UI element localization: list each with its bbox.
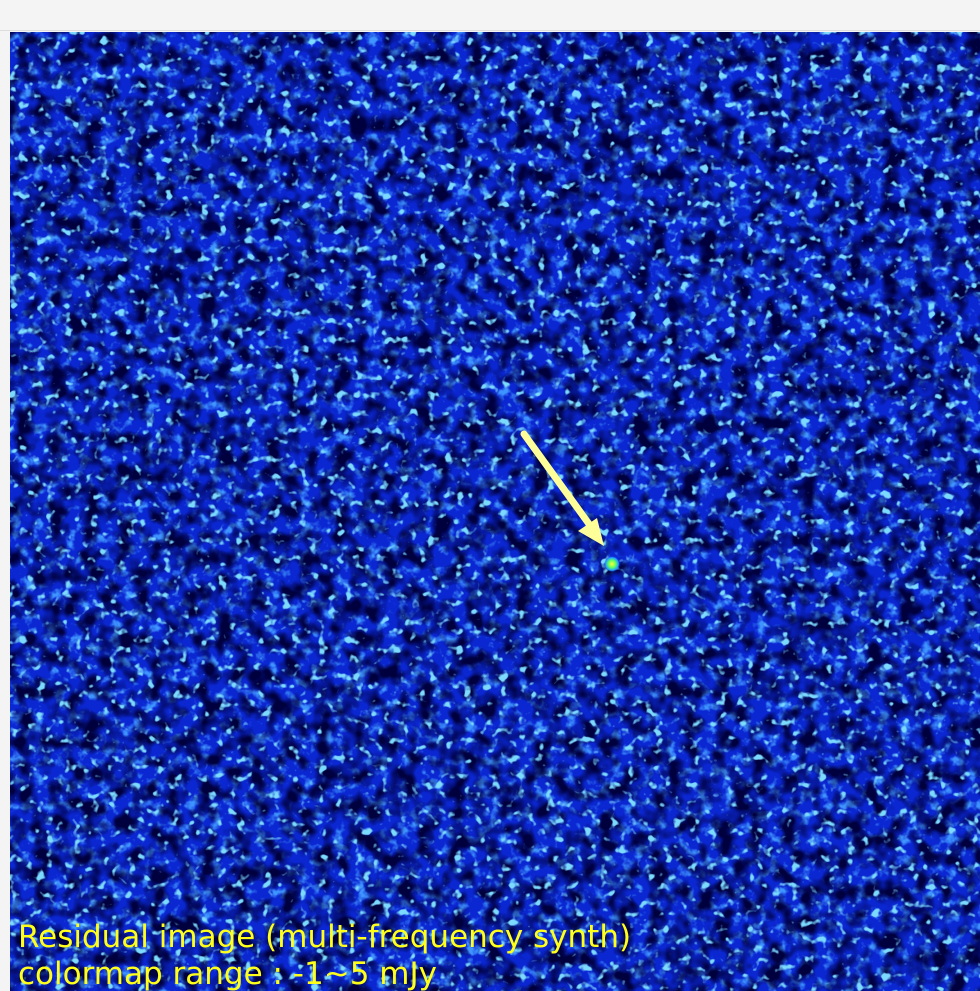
screenshot: Residual image (multi-frequency synth) c… bbox=[0, 0, 980, 991]
caption-line: Residual image (multi-frequency synth) bbox=[18, 919, 631, 955]
point-source bbox=[604, 556, 620, 572]
top-bar bbox=[0, 0, 980, 30]
page: Residual image (multi-frequency synth) c… bbox=[0, 0, 980, 991]
caption-line: colormap range : -1~5 mJy bbox=[18, 956, 437, 991]
residual-image bbox=[10, 32, 980, 991]
image-noise-bright bbox=[10, 32, 980, 991]
